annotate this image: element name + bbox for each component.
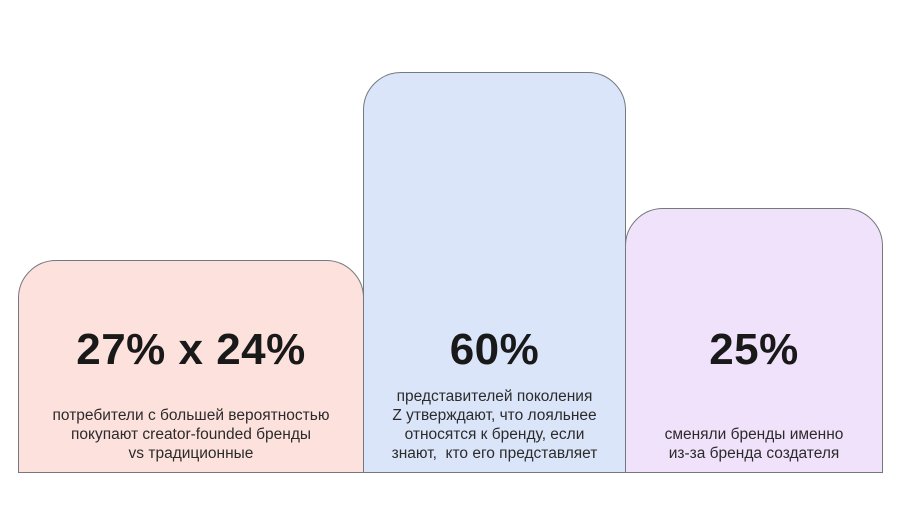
- stat-description-line: знают, кто его представляет: [391, 445, 598, 462]
- stat-description: потребители с большей вероятностью покуп…: [25, 406, 357, 463]
- stat-value: 60%: [449, 325, 540, 374]
- stat-description-line: покупают creator-founded бренды: [70, 426, 312, 443]
- stat-description: сменяли бренды именно из-за бренда созда…: [632, 425, 876, 463]
- stat-description: представителей поколения Z утверждают, ч…: [370, 387, 619, 463]
- stat-description-line: потребители с большей вероятностью: [52, 407, 330, 424]
- stat-description-line: из-за бренда создателя: [668, 445, 840, 462]
- stat-description-line: vs традиционные: [128, 445, 254, 462]
- stat-description-line: сменяли бренды именно: [664, 426, 844, 443]
- stat-description-line: представителей поколения: [396, 388, 593, 405]
- stat-value: 27% x 24%: [76, 325, 306, 374]
- stat-card-brand-switch: 25% сменяли бренды именно из-за бренда с…: [625, 208, 883, 473]
- stat-card-genz-loyalty: 60% представителей поколения Z утверждаю…: [363, 72, 626, 473]
- stat-description-line: относятся к бренду, если: [404, 426, 585, 443]
- stat-description-line: Z утверждают, что лояльнее: [392, 407, 597, 424]
- stat-card-creator-founded: 27% x 24% потребители с большей вероятно…: [18, 260, 364, 473]
- stat-value: 25%: [709, 325, 799, 374]
